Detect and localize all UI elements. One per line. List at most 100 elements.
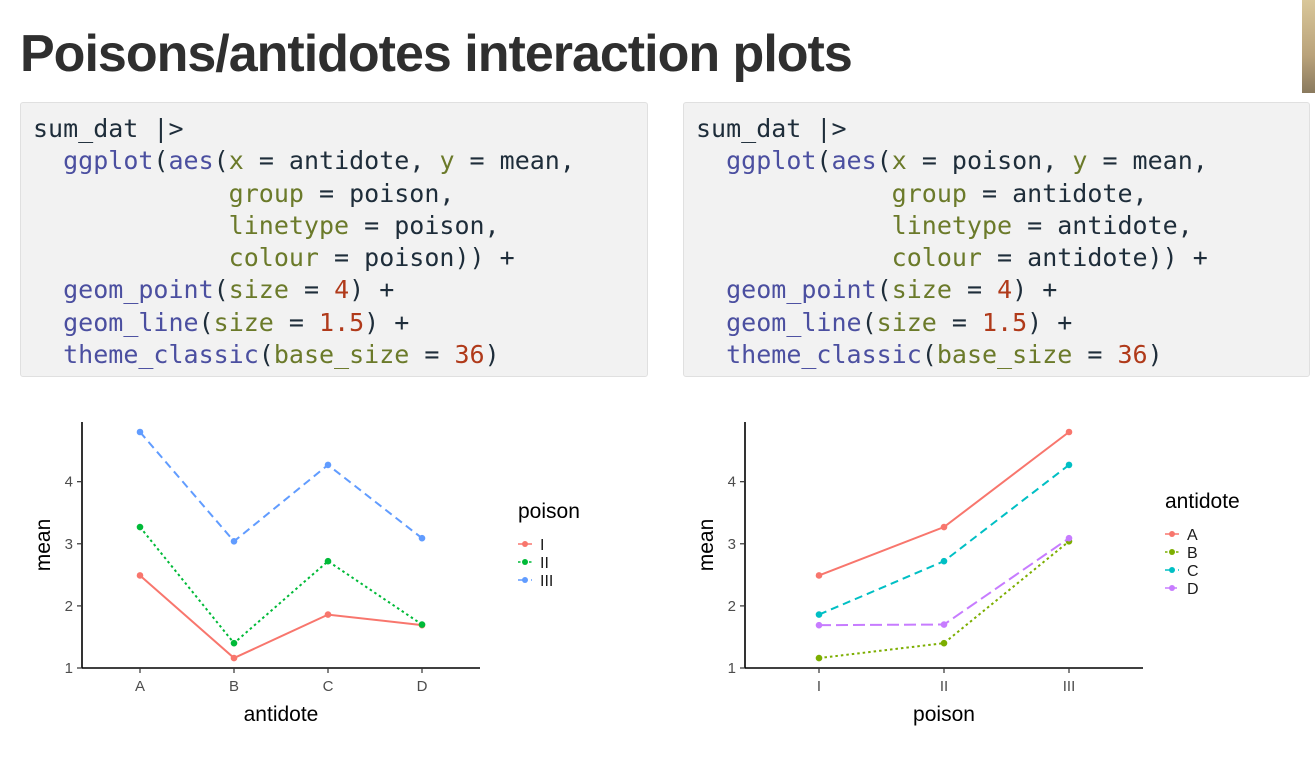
data-point-II-D <box>418 621 426 628</box>
legend-label-II: II <box>540 555 549 572</box>
data-point-C-II <box>940 557 948 565</box>
series-line-III <box>139 431 423 543</box>
code-token: ) + <box>1012 275 1058 305</box>
code-token: ( <box>816 146 832 176</box>
code-token: = <box>273 307 320 337</box>
data-point-III-B <box>230 538 238 545</box>
data-point-D-I <box>815 621 823 629</box>
code-token: ) + <box>349 275 395 305</box>
data-point-A-II <box>940 523 948 531</box>
code-token: ) <box>484 340 500 370</box>
code-token: = <box>409 340 455 370</box>
legend-label-B: B <box>1187 545 1198 562</box>
code-token <box>33 179 229 208</box>
code-token: = antidote, <box>243 146 440 176</box>
legend-label-III: III <box>540 573 553 590</box>
code-token: = antidote, <box>1012 210 1193 240</box>
data-point-D-III <box>1065 534 1073 542</box>
code-token: = <box>288 275 335 305</box>
code-token: theme_classic <box>726 340 922 370</box>
x-tick-label: II <box>940 678 948 695</box>
slide-title: Poisons/antidotes interaction plots <box>20 25 853 83</box>
y-tick-label: 4 <box>728 474 736 491</box>
code-token: 4 <box>334 275 350 305</box>
code-token <box>696 308 726 337</box>
data-point-C-III <box>1065 461 1073 469</box>
series-line-C <box>818 464 1070 616</box>
code-token: colour <box>891 243 982 273</box>
data-point-III-C <box>324 461 332 469</box>
code-token: ggplot <box>63 146 154 176</box>
code-line: sum_dat |> <box>696 113 1297 145</box>
x-tick-label: C <box>323 678 334 695</box>
x-axis-title: poison <box>913 703 975 726</box>
code-token: linetype <box>891 210 1013 240</box>
code-token: = antidote)) + <box>981 243 1208 273</box>
data-point-III-D <box>418 534 426 542</box>
code-token: geom_line <box>63 307 199 337</box>
code-token: ) + <box>364 307 410 337</box>
code-token: ( <box>876 146 892 176</box>
code-token <box>33 308 63 337</box>
y-tick-label: 2 <box>65 598 73 615</box>
code-token: size <box>876 307 937 337</box>
code-token: linetype <box>228 210 350 240</box>
code-line: group = antidote, <box>696 178 1297 210</box>
code-block-right: sum_dat |> ggplot(aes(x = poison, y = me… <box>683 102 1310 377</box>
code-line: colour = antidote)) + <box>696 242 1297 274</box>
code-token: size <box>228 275 289 305</box>
legend-key-point-C <box>1169 567 1175 573</box>
code-token: = <box>1072 340 1118 370</box>
x-axis-title: antidote <box>244 703 319 726</box>
y-tick-label: 3 <box>728 536 736 553</box>
code-token: ( <box>213 146 229 176</box>
code-token: = poison, <box>906 146 1073 176</box>
code-token: 36 <box>454 340 485 370</box>
code-token: group <box>891 178 967 208</box>
code-token: base_size <box>273 340 410 370</box>
series-line-II <box>139 526 423 645</box>
data-point-I-B <box>230 654 238 662</box>
data-point-I-A <box>136 572 144 579</box>
y-tick-label: 3 <box>65 536 73 553</box>
code-token: = poison)) + <box>318 243 515 273</box>
code-line: geom_line(size = 1.5) + <box>33 307 635 339</box>
code-token: size <box>213 307 274 337</box>
x-tick-label: B <box>229 678 239 695</box>
y-tick-label: 1 <box>65 660 73 677</box>
legend-label-D: D <box>1187 581 1199 598</box>
code-token: ( <box>258 340 274 370</box>
code-token: ) <box>1147 340 1163 370</box>
code-token: ( <box>921 340 937 370</box>
legend-key-point-III <box>522 577 528 583</box>
legend-key-point-A <box>1169 531 1175 537</box>
code-line: linetype = antidote, <box>696 210 1297 242</box>
data-point-A-I <box>815 572 823 579</box>
data-point-I-C <box>324 611 332 618</box>
legend-key-point-D <box>1169 585 1175 591</box>
code-token: geom_line <box>726 307 862 337</box>
data-point-A-III <box>1065 428 1073 436</box>
code-token: sum_dat |> <box>33 114 184 143</box>
legend-title: poison <box>518 500 580 523</box>
y-tick-label: 1 <box>728 660 736 677</box>
code-block-left: sum_dat |> ggplot(aes(x = antidote, y = … <box>20 102 648 377</box>
code-token: colour <box>228 243 319 273</box>
data-point-III-A <box>136 428 144 436</box>
presenter-video-thumbnail <box>1302 0 1315 93</box>
code-line: geom_point(size = 4) + <box>33 274 635 306</box>
code-line: ggplot(aes(x = poison, y = mean, <box>696 145 1297 177</box>
data-point-D-II <box>940 621 948 628</box>
data-point-II-A <box>136 523 144 531</box>
legend-label-A: A <box>1187 527 1198 544</box>
code-token: geom_point <box>726 275 877 305</box>
code-token: = mean, <box>1087 146 1208 176</box>
code-line: sum_dat |> <box>33 113 635 145</box>
code-token: y <box>1072 146 1088 176</box>
code-token: theme_classic <box>63 340 259 370</box>
y-tick-label: 2 <box>728 598 736 615</box>
code-line: group = poison, <box>33 178 635 210</box>
series-line-A <box>818 431 1070 577</box>
